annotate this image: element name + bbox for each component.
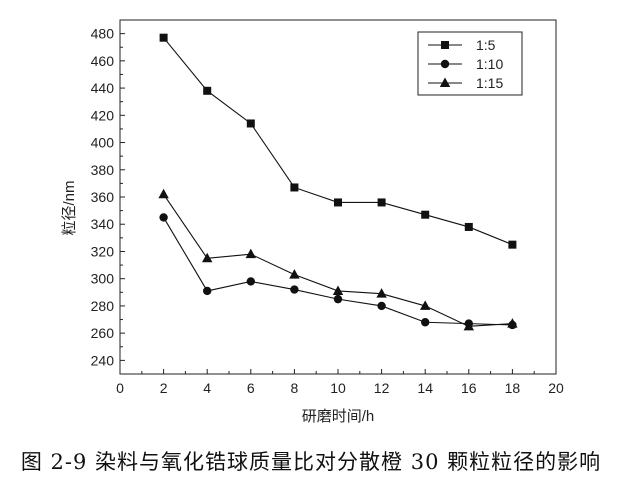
data-point-0-4 xyxy=(334,198,342,207)
x-tick-label: 0 xyxy=(116,380,124,396)
x-tick-label: 4 xyxy=(203,380,211,396)
y-tick-label: 360 xyxy=(91,189,115,205)
series-line-2 xyxy=(163,193,513,327)
data-point-2-7 xyxy=(463,320,474,331)
y-tick-label: 320 xyxy=(91,243,115,259)
x-tick-label: 10 xyxy=(330,380,346,396)
y-tick-label: 240 xyxy=(91,352,115,368)
data-point-0-1 xyxy=(203,86,212,95)
data-point-1-2 xyxy=(246,277,255,286)
figure-caption: 图 2-9 染料与氧化锆球质量比对分散橙 30 颗粒粒径的影响 xyxy=(20,450,602,474)
x-tick-label: 8 xyxy=(291,380,299,396)
y-tick-label: 260 xyxy=(91,325,115,341)
y-tick-label: 480 xyxy=(91,26,115,42)
series-line-1 xyxy=(163,217,513,326)
legend-label-0: 1:5 xyxy=(476,37,496,53)
legend-label-1: 1:10 xyxy=(476,56,503,72)
y-tick-label: 460 xyxy=(91,53,115,69)
y-tick-label: 380 xyxy=(91,162,115,178)
data-point-1-3 xyxy=(290,285,299,294)
legend-marker-0 xyxy=(441,41,449,49)
x-tick-label: 16 xyxy=(461,380,477,396)
legend-label-2: 1:15 xyxy=(476,75,503,91)
data-point-2-8 xyxy=(507,318,518,328)
data-point-2-2 xyxy=(245,248,256,259)
legend-marker-1 xyxy=(440,59,450,69)
x-tick-label: 2 xyxy=(160,380,168,396)
data-point-0-0 xyxy=(159,33,168,42)
y-tick-label: 340 xyxy=(91,216,115,232)
x-axis-label: 研磨时间/h xyxy=(302,408,375,425)
y-tick-label: 440 xyxy=(91,80,115,96)
data-point-1-4 xyxy=(333,294,343,304)
data-point-0-6 xyxy=(421,210,430,219)
y-tick-label: 420 xyxy=(91,107,115,123)
y-tick-label: 400 xyxy=(91,135,115,151)
data-point-2-1 xyxy=(202,252,213,263)
data-point-0-3 xyxy=(290,183,299,192)
x-tick-label: 18 xyxy=(505,380,521,396)
x-tick-label: 12 xyxy=(374,380,390,396)
x-tick-label: 20 xyxy=(548,380,564,396)
data-point-0-7 xyxy=(464,222,473,231)
y-tick-label: 280 xyxy=(91,298,115,314)
data-point-0-2 xyxy=(246,119,255,128)
x-tick-label: 14 xyxy=(417,380,433,396)
data-point-0-8 xyxy=(508,240,517,249)
legend-marker-2 xyxy=(439,77,451,87)
data-point-2-5 xyxy=(376,288,387,298)
data-point-1-6 xyxy=(421,318,430,327)
data-point-0-5 xyxy=(377,198,386,207)
x-tick-label: 6 xyxy=(247,380,255,396)
data-point-1-1 xyxy=(203,286,212,296)
data-point-2-4 xyxy=(332,285,344,295)
y-axis-label: 粒径/nm xyxy=(61,180,78,235)
y-tick-label: 300 xyxy=(91,271,115,287)
data-point-2-3 xyxy=(289,269,300,279)
data-point-1-5 xyxy=(377,301,386,311)
data-point-1-0 xyxy=(159,213,168,222)
data-point-2-6 xyxy=(420,300,431,310)
data-point-2-0 xyxy=(158,188,169,199)
